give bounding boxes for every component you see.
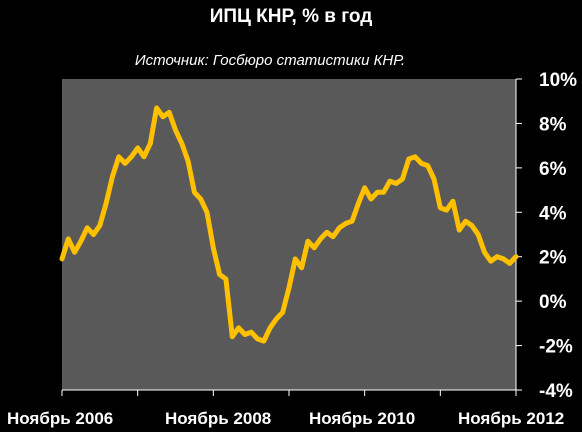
y-tick-label: -4% xyxy=(539,381,573,402)
x-tick-label: Ноябрь 2010 xyxy=(309,409,415,428)
chart-title: ИПЦ КНР, % в год xyxy=(209,6,373,27)
y-tick-label: 4% xyxy=(539,203,567,224)
x-axis-ticks: Ноябрь 2006 Ноябрь 2008 Ноябрь 2010 Ноябрь … xyxy=(7,390,564,428)
plot-area xyxy=(62,79,516,390)
y-tick-label: 8% xyxy=(539,114,567,135)
y-axis-ticks: -4% -2% 0% 2% 4% 6% 8% 10% xyxy=(516,70,577,402)
chart-subtitle: Источник: Госбюро статистики КНР. xyxy=(134,52,406,69)
x-tick-label: Ноябрь 2008 xyxy=(165,409,271,428)
y-tick-label: 2% xyxy=(539,248,567,269)
y-tick-label: 0% xyxy=(539,292,567,313)
x-tick-label: Ноябрь 2012 xyxy=(458,409,564,428)
series-line-cpi xyxy=(59,105,519,344)
y-tick-label: -2% xyxy=(539,337,573,358)
x-tick-label: Ноябрь 2006 xyxy=(7,409,113,428)
y-tick-label: 6% xyxy=(539,159,567,180)
y-tick-label: 10% xyxy=(539,70,577,91)
